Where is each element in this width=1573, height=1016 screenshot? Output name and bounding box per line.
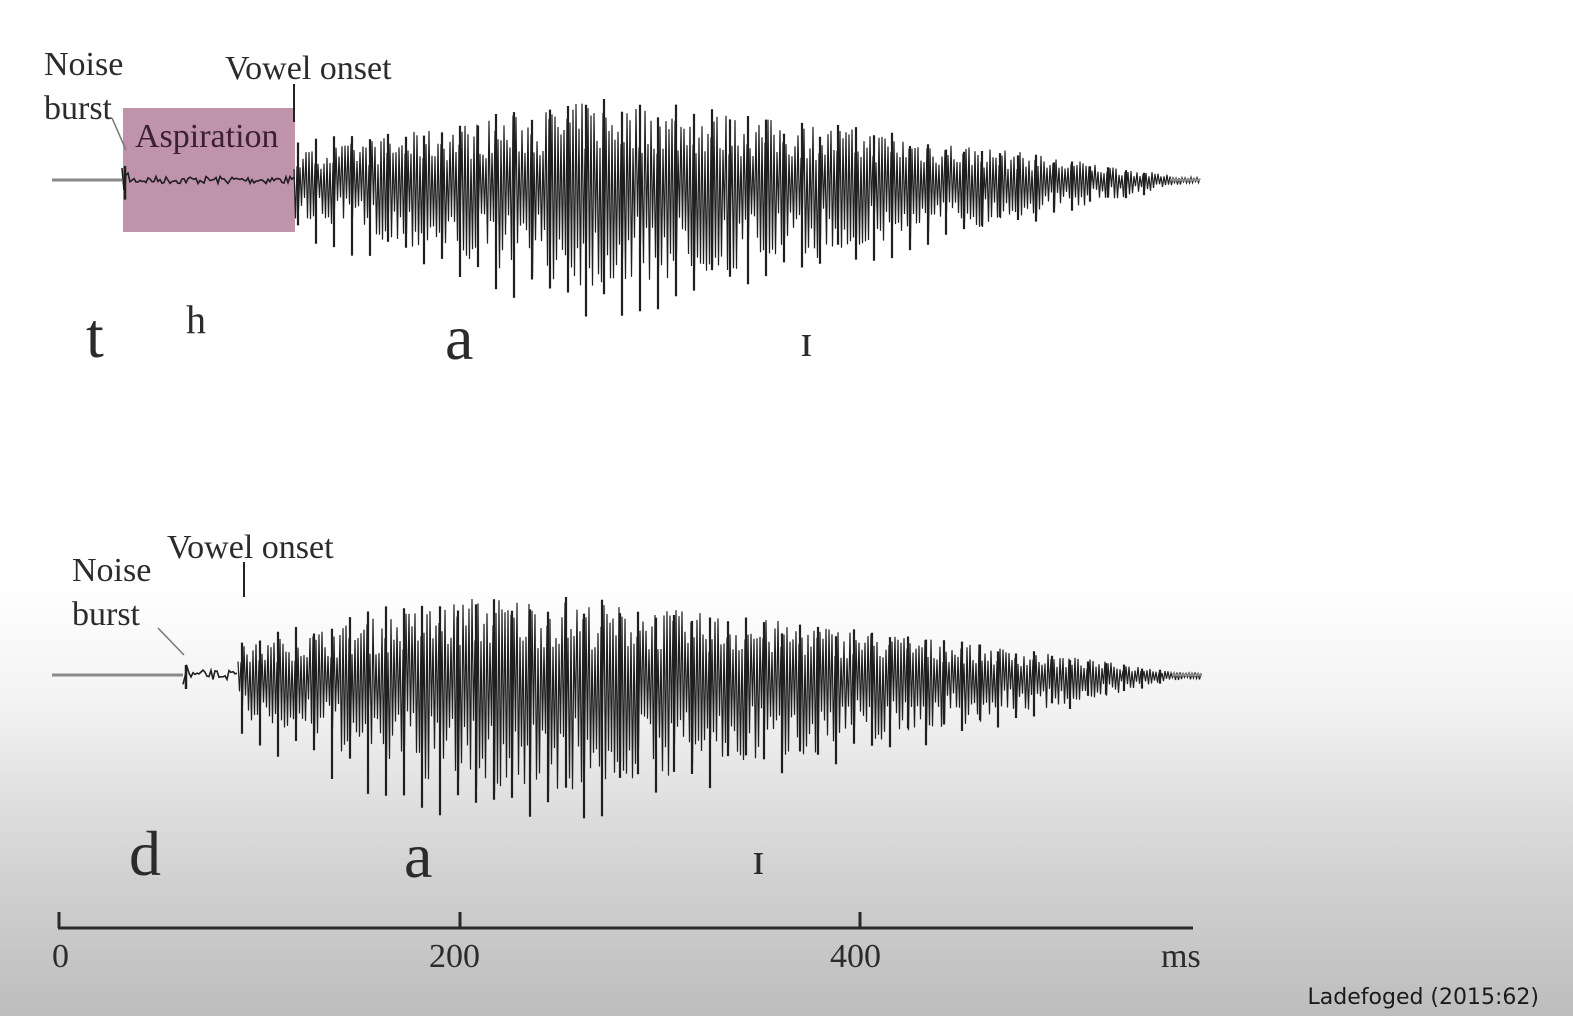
time-axis: [57, 912, 1193, 930]
source-credit: Ladefoged (2015:62): [1307, 985, 1539, 1010]
aspiration-label: Aspiration: [135, 118, 279, 155]
waveform-voicing: [237, 598, 1202, 794]
noise-burst-label-bottom-line1: Noise: [72, 552, 152, 589]
noise-burst-label-top-line2: burst: [44, 90, 112, 127]
noise-burst-pointer-top: [111, 117, 127, 151]
waveform-top: [52, 99, 1201, 317]
segment-a-bottom: a: [404, 820, 433, 891]
segment-h: h: [186, 297, 206, 342]
aspiration-highlight: [123, 108, 295, 232]
time-unit-label: ms: [1161, 938, 1201, 975]
waveform-noise: [182, 663, 238, 685]
waveform-noise: [121, 167, 295, 191]
segment-t: t: [86, 300, 104, 371]
time-tick-label-400: 400: [830, 938, 881, 975]
time-tick-label-0: 0: [52, 938, 69, 975]
waveform-bottom: [52, 597, 1202, 819]
vowel-onset-label-top: Vowel onset: [225, 50, 392, 87]
segment-d: d: [129, 818, 161, 889]
segment-a-top: a: [445, 302, 474, 373]
vowel-onset-label-bottom: Vowel onset: [167, 529, 334, 566]
noise-burst-label-top-line1: Noise: [44, 46, 124, 83]
time-tick-label-200: 200: [429, 938, 480, 975]
segment-i-top: ɪ: [800, 315, 813, 366]
segment-i-bottom: ɪ: [752, 833, 765, 884]
noise-burst-pointer-bottom: [157, 627, 185, 656]
noise-burst-label-bottom-line2: burst: [72, 596, 140, 633]
